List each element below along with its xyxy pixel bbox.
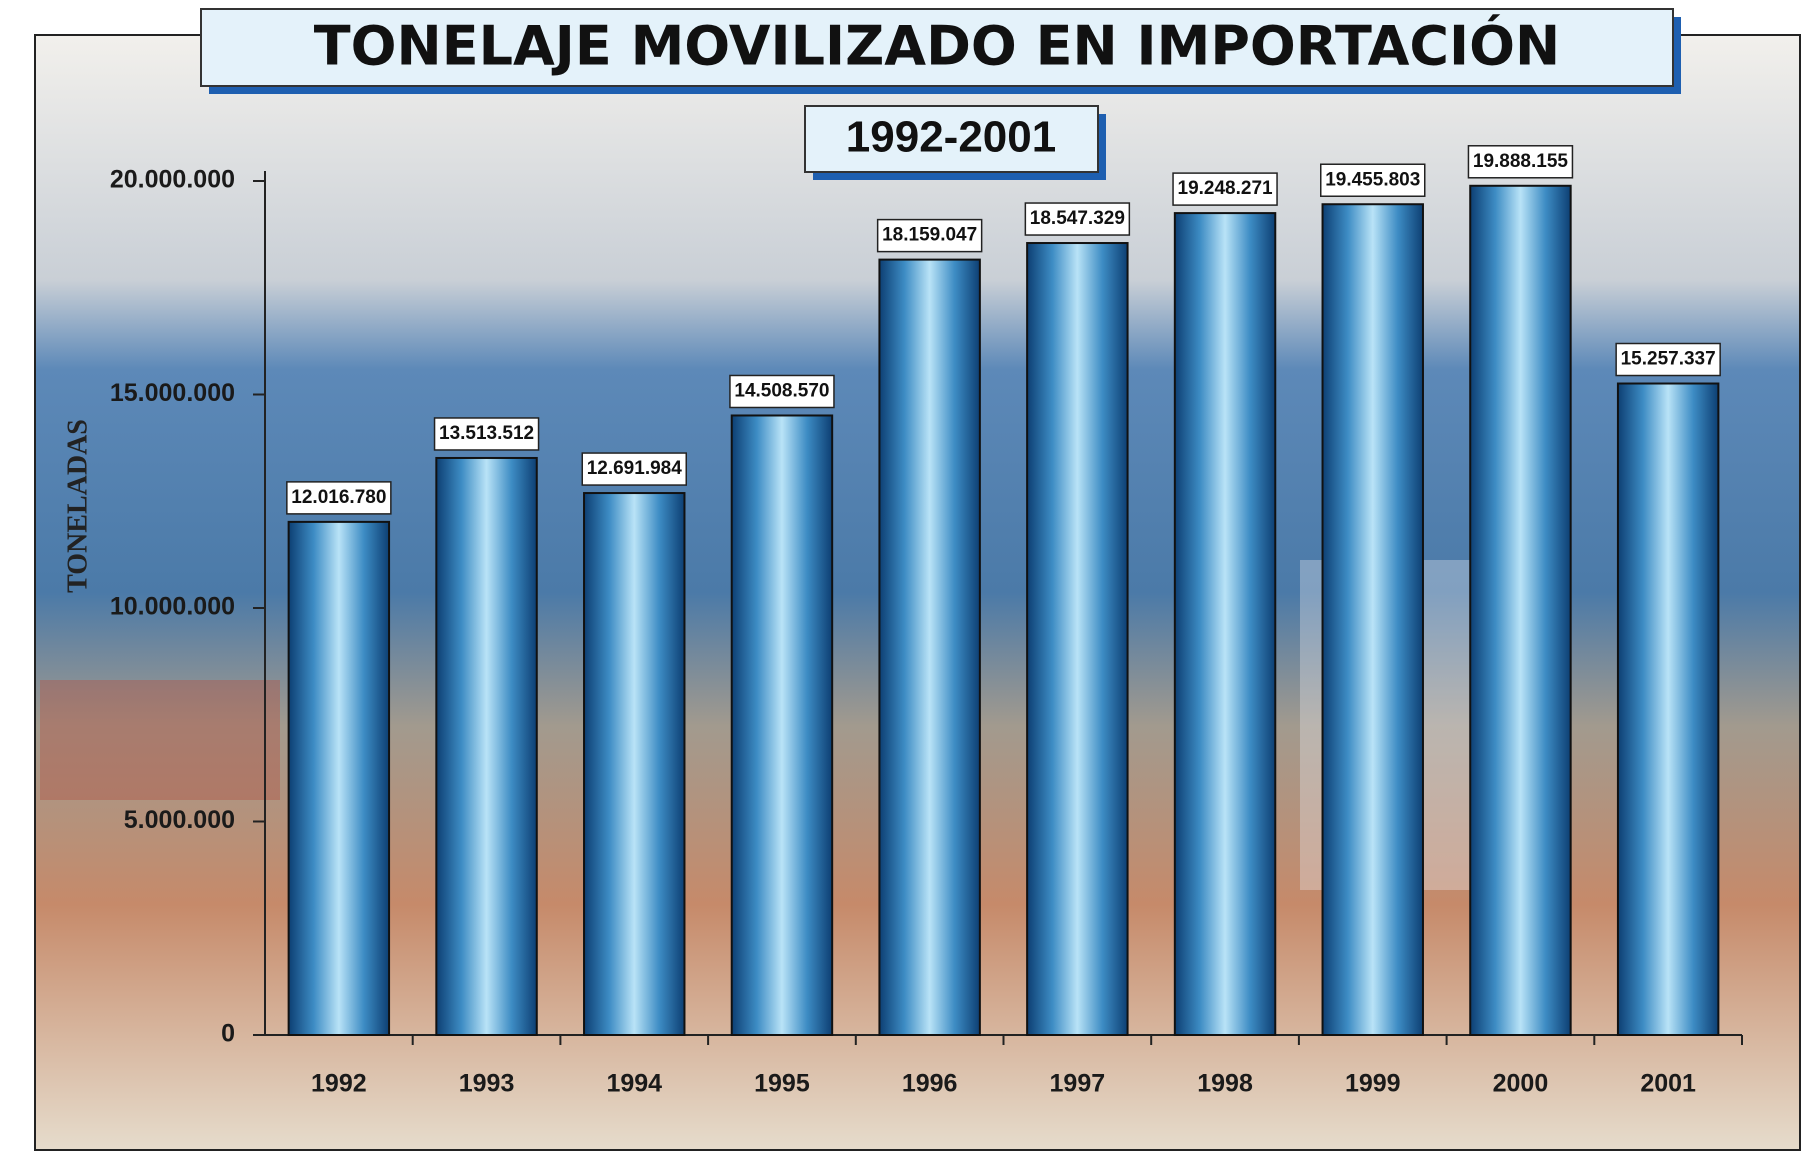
value-label: 13.513.512	[439, 423, 534, 444]
y-tick-label: 0	[221, 1020, 235, 1048]
x-tick-label: 1996	[902, 1070, 958, 1098]
x-tick-label: 1998	[1197, 1070, 1253, 1098]
x-tick-label: 1994	[606, 1070, 662, 1098]
value-label: 18.547.329	[1030, 208, 1125, 229]
bar	[584, 493, 684, 1035]
y-tick-label: 20.000.000	[110, 166, 235, 194]
value-label: 19.455.803	[1325, 169, 1420, 190]
bar	[289, 522, 389, 1035]
value-label: 14.508.570	[734, 380, 829, 401]
background-shape	[40, 680, 280, 800]
bar	[879, 260, 979, 1035]
y-tick-label: 5.000.000	[124, 806, 235, 834]
x-tick-label: 1992	[311, 1070, 367, 1098]
x-tick-label: 2001	[1640, 1070, 1696, 1098]
bar	[1175, 213, 1275, 1035]
y-tick-label: 15.000.000	[110, 379, 235, 407]
bar	[1470, 186, 1570, 1035]
value-label: 18.159.047	[882, 225, 977, 246]
x-tick-label: 1995	[754, 1070, 810, 1098]
page: {"chart_data": { "type": "bar", "title":…	[0, 0, 1804, 1176]
x-tick-label: 1997	[1050, 1070, 1106, 1098]
value-label: 15.257.337	[1621, 349, 1716, 370]
value-label: 19.888.155	[1473, 151, 1569, 172]
x-tick-label: 1999	[1345, 1070, 1401, 1098]
bar	[436, 458, 536, 1035]
chart: TONELAJE MOVILIZADO EN IMPORTACIÓN 1992-…	[0, 0, 1804, 1176]
value-label: 12.016.780	[291, 487, 386, 508]
x-tick-label: 1993	[459, 1070, 515, 1098]
chart-subtitle: 1992-2001	[846, 113, 1056, 162]
y-tick-label: 10.000.000	[110, 593, 235, 621]
chart-title: TONELAJE MOVILIZADO EN IMPORTACIÓN	[314, 15, 1560, 78]
y-axis-label: TONELADAS	[62, 419, 93, 593]
bar	[732, 415, 832, 1035]
value-label: 19.248.271	[1178, 178, 1274, 199]
bar	[1027, 243, 1127, 1035]
value-label: 12.691.984	[587, 458, 683, 479]
bar	[1323, 204, 1423, 1035]
x-tick-label: 2000	[1493, 1070, 1549, 1098]
bar	[1618, 384, 1718, 1035]
